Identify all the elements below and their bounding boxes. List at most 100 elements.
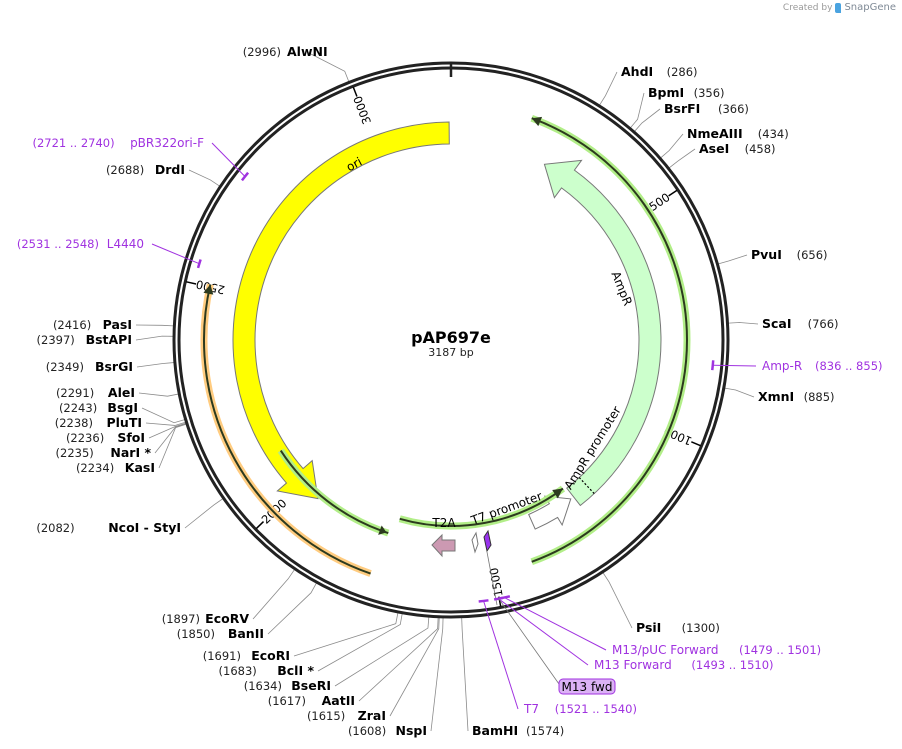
primer-label[interactable]: Amp-R (836 .. 855) — [762, 359, 883, 373]
enzyme-leader — [718, 254, 748, 265]
snapgene-credit: Created by SnapGene — [783, 2, 896, 13]
small-feature-arrow[interactable] — [471, 531, 479, 554]
enzyme-name: BamHI — [472, 723, 518, 738]
orf-left-green[interactable] — [279, 450, 389, 535]
enzyme-site[interactable]: BpmI (356) — [648, 85, 725, 100]
enzyme-position: (1850) — [177, 627, 215, 641]
enzyme-site[interactable]: BanII (1850) — [177, 626, 264, 641]
plasmid-length: 3187 bp — [428, 346, 473, 359]
primer-label[interactable]: L4440 (2531 .. 2548) — [17, 237, 144, 251]
enzyme-leader — [660, 133, 684, 159]
enzyme-leader — [135, 335, 174, 341]
primer-range: (1479 .. 1501) — [739, 643, 821, 657]
enzyme-name: ZraI — [358, 708, 386, 723]
enzyme-name: BanII — [228, 626, 264, 641]
enzyme-site[interactable]: AhdI (286) — [621, 64, 698, 79]
enzyme-leader — [141, 407, 185, 424]
primer-binding-site[interactable] — [493, 596, 504, 601]
enzyme-leader — [599, 71, 618, 106]
primer-label[interactable]: pBR322ori-F (2721 .. 2740) — [32, 136, 204, 150]
feature-label-t2a: T2A — [431, 516, 456, 530]
tick-mark — [691, 441, 701, 447]
enzyme-site[interactable]: BamHI (1574) — [472, 723, 564, 738]
enzyme-name: DrdI — [155, 162, 185, 177]
primer-leader — [504, 597, 607, 651]
enzyme-site[interactable]: BseRI (1634) — [244, 678, 331, 693]
enzyme-name: BsgI — [107, 400, 138, 415]
enzyme-site[interactable]: NmeAIII (434) — [687, 126, 789, 141]
enzyme-position: (1574) — [526, 724, 564, 738]
orf-right-green-head — [531, 116, 543, 127]
enzyme-site[interactable]: AleI (2291) — [56, 385, 135, 400]
enzyme-site[interactable]: ScaI (766) — [762, 316, 839, 331]
primer-labels[interactable]: pBR322ori-F (2721 .. 2740) L4440 (2531 .. 2… — [17, 136, 883, 716]
enzyme-name: AseI — [699, 141, 729, 156]
enzyme-leader — [461, 617, 469, 732]
enzyme-position: (1897) — [162, 612, 200, 626]
enzyme-name: NcoI - StyI — [108, 520, 181, 535]
enzyme-site[interactable]: KasI (2234) — [76, 460, 155, 475]
enzyme-leader — [334, 617, 430, 687]
enzyme-position: (2236) — [66, 431, 104, 445]
enzyme-site[interactable]: PasI (2416) — [53, 317, 132, 332]
enzyme-site[interactable]: XmnI (885) — [758, 389, 835, 404]
enzyme-site[interactable]: PluTI (2238) — [55, 415, 142, 430]
primer-label[interactable]: T7 (1521 .. 1540) — [523, 702, 637, 716]
enzyme-site[interactable]: BclI * (1683) — [219, 663, 315, 678]
enzyme-position: (2349) — [46, 360, 84, 374]
enzyme-position: (656) — [797, 248, 828, 262]
t7-promoter-arrow[interactable] — [483, 529, 492, 553]
enzyme-site[interactable]: EcoRV (1897) — [162, 611, 250, 626]
enzyme-site[interactable]: EcoRI (1691) — [203, 648, 290, 663]
enzyme-leader — [634, 108, 661, 132]
primer-label[interactable]: M13 Forward (1493 .. 1510) — [594, 658, 774, 672]
credit-brand: SnapGene — [844, 2, 896, 13]
m13-fwd-leader — [498, 598, 560, 685]
orf-bottom-green[interactable] — [399, 487, 564, 527]
m13-fwd-badge[interactable]: M13 fwd — [558, 678, 616, 695]
enzyme-site[interactable]: (2996) AlwNI — [243, 44, 328, 59]
ampr-feature-arrow[interactable] — [543, 159, 662, 507]
t2a-feature-arrow[interactable] — [431, 533, 456, 558]
enzyme-site[interactable]: AseI (458) — [699, 141, 776, 156]
primer-binding-site[interactable] — [196, 259, 202, 269]
enzyme-site[interactable]: SfoI (2236) — [66, 430, 145, 445]
enzyme-site[interactable]: ZraI (1615) — [307, 708, 386, 723]
feature-arrows[interactable] — [200, 114, 691, 606]
enzyme-site[interactable]: BsrGI (2349) — [46, 359, 133, 374]
orf-right-green[interactable] — [531, 117, 688, 563]
primer-name: pBR322ori-F — [130, 136, 204, 150]
enzyme-site[interactable]: AatII (1617) — [268, 693, 355, 708]
enzyme-leader — [135, 324, 174, 327]
primer-range: (836 .. 855) — [815, 359, 883, 373]
enzyme-position: (2688) — [106, 163, 144, 177]
enzyme-site[interactable]: BsrFI (366) — [664, 101, 749, 116]
ori-feature-arrow[interactable] — [232, 121, 450, 500]
enzyme-name: BseRI — [291, 678, 331, 693]
enzyme-name: AlwNI — [287, 44, 328, 59]
feature-label-ori: ori — [344, 155, 364, 175]
enzyme-position: (1683) — [219, 664, 257, 678]
enzyme-site[interactable]: PvuI (656) — [751, 247, 828, 262]
orf-left-green-head — [378, 525, 387, 535]
enzyme-site[interactable]: NarI * (2235) — [56, 445, 152, 460]
orf-bottom-green-head — [552, 488, 563, 499]
enzyme-site[interactable]: DrdI (2688) — [106, 162, 185, 177]
t7-promoter-leader — [486, 551, 498, 606]
enzyme-name: SfoI — [117, 430, 145, 445]
primer-binding-site[interactable] — [478, 599, 489, 603]
enzyme-labels[interactable]: AhdI (286) BpmI (356)BsrFI (366) NmeAIII (434)… — [36, 44, 838, 738]
primer-label[interactable]: M13/pUC Forward (1479 .. 1501) — [612, 643, 821, 657]
enzyme-name: KasI — [125, 460, 155, 475]
plasmid-backbone — [172, 61, 730, 619]
enzyme-name: BpmI — [648, 85, 684, 100]
primer-range: (1493 .. 1510) — [691, 658, 773, 672]
enzyme-site[interactable]: NcoI - StyI (2082) — [36, 520, 181, 535]
enzyme-position: (434) — [758, 127, 789, 141]
enzyme-site[interactable]: PsiI (1300) — [636, 620, 720, 635]
enzyme-site[interactable]: NspI (1608) — [348, 723, 427, 738]
orf-orange[interactable] — [203, 284, 371, 575]
enzyme-site[interactable]: BstAPI (2397) — [37, 332, 132, 347]
orf-orange-glow — [200, 283, 372, 577]
enzyme-site[interactable]: BsgI (2243) — [59, 400, 138, 415]
